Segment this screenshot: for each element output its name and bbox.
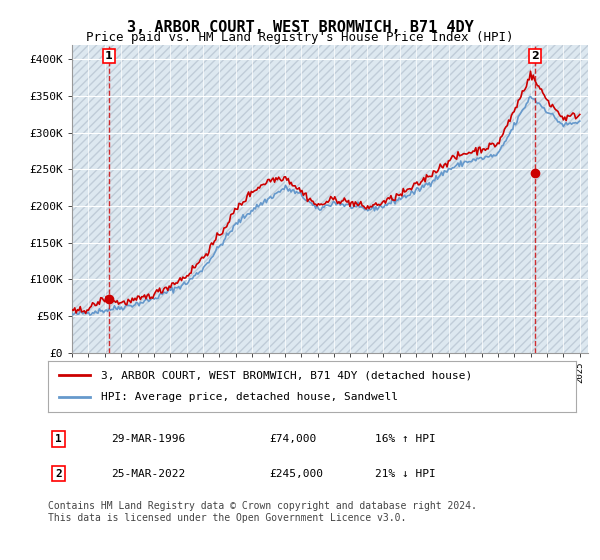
Text: HPI: Average price, detached house, Sandwell: HPI: Average price, detached house, Sand… (101, 393, 398, 403)
Text: 2: 2 (55, 469, 62, 479)
Text: £245,000: £245,000 (270, 469, 324, 479)
Text: Contains HM Land Registry data © Crown copyright and database right 2024.
This d: Contains HM Land Registry data © Crown c… (48, 501, 477, 523)
Text: 21% ↓ HPI: 21% ↓ HPI (376, 469, 436, 479)
Text: 3, ARBOR COURT, WEST BROMWICH, B71 4DY: 3, ARBOR COURT, WEST BROMWICH, B71 4DY (127, 20, 473, 35)
Text: 1: 1 (105, 51, 113, 61)
Text: Price paid vs. HM Land Registry's House Price Index (HPI): Price paid vs. HM Land Registry's House … (86, 31, 514, 44)
Text: 16% ↑ HPI: 16% ↑ HPI (376, 434, 436, 444)
Text: 3, ARBOR COURT, WEST BROMWICH, B71 4DY (detached house): 3, ARBOR COURT, WEST BROMWICH, B71 4DY (… (101, 370, 472, 380)
Text: £74,000: £74,000 (270, 434, 317, 444)
Text: 1: 1 (55, 434, 62, 444)
Text: 2: 2 (531, 51, 539, 61)
Text: 25-MAR-2022: 25-MAR-2022 (112, 469, 185, 479)
Text: 29-MAR-1996: 29-MAR-1996 (112, 434, 185, 444)
